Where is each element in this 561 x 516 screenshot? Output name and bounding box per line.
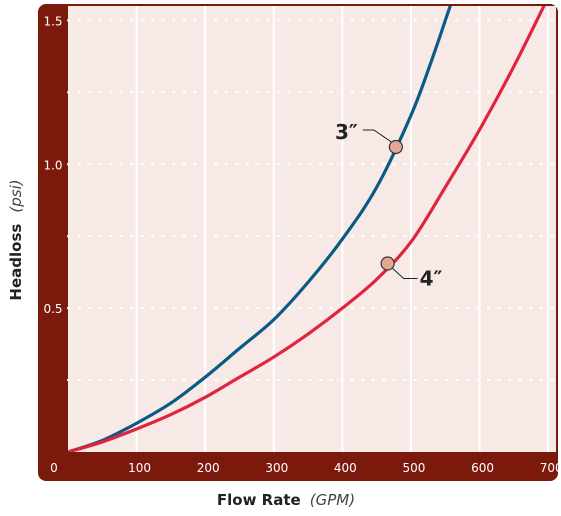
x-tick-label: 300 [265, 461, 288, 475]
series-label: 3″ [335, 120, 358, 144]
x-tick-labels: 0 100 200 300 400 500 600 700 [50, 461, 561, 475]
series-lines [68, 6, 546, 452]
gridlines [66, 6, 557, 452]
x-tick-label: 600 [471, 461, 494, 475]
callout-leader [391, 267, 418, 280]
y-tick-label: 0.5 [43, 302, 62, 316]
y-axis-title: Headloss (psi) [6, 179, 25, 300]
series-line-2 [68, 6, 546, 452]
x-tick-label: 500 [403, 461, 426, 475]
x-axis-title: Flow Rate (GPM) [217, 490, 355, 509]
x-tick-label: 100 [128, 461, 151, 475]
y-tick-label: 1.5 [43, 14, 62, 28]
series-marker [388, 139, 403, 155]
series-marker [380, 256, 395, 271]
callout-leader [362, 129, 394, 144]
y-tick-label: 1.0 [43, 158, 62, 172]
x-tick-label: 200 [197, 461, 220, 475]
series-line-1 [68, 6, 452, 452]
plot-area [68, 6, 556, 452]
x-tick-label: 700 [540, 461, 561, 475]
series-label: 4″ [420, 267, 443, 291]
x-tick-label: 0 [50, 461, 58, 475]
y-tick-labels: 0.5 1.0 1.5 [43, 14, 62, 316]
series-callouts: 3″ 4″ [335, 120, 443, 291]
x-tick-label: 400 [334, 461, 357, 475]
